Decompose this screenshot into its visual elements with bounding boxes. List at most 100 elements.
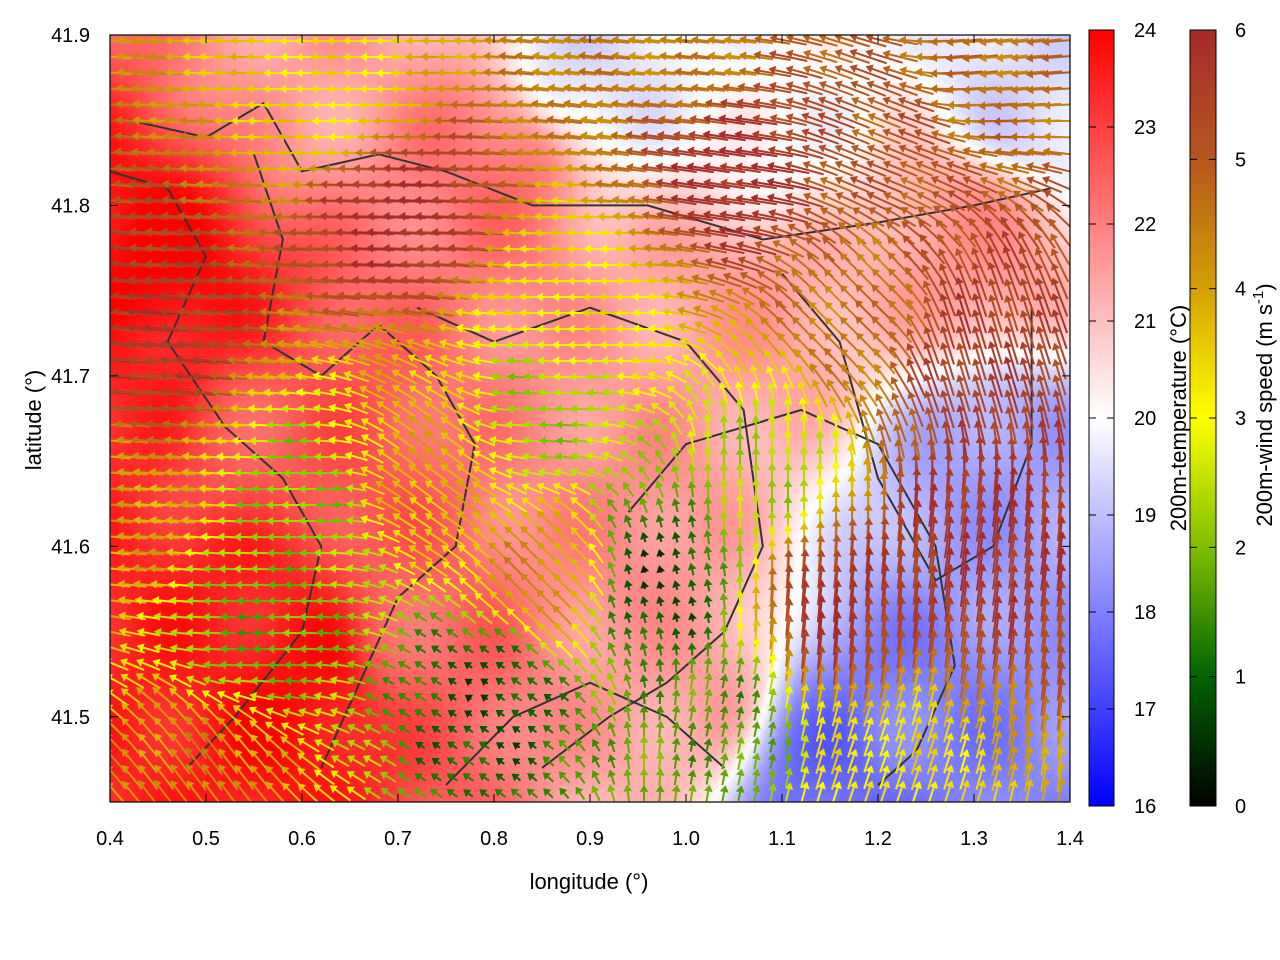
terrain-contour <box>627 408 956 786</box>
plot-area <box>109 34 1071 803</box>
wind-arrow <box>897 128 935 146</box>
wind-arrow <box>768 65 808 79</box>
colorbar-tick-label: 6 <box>1235 20 1246 42</box>
colorbar-tick-label: 18 <box>1134 602 1156 624</box>
wind-arrow <box>672 130 712 141</box>
colorbar-tick-label: 20 <box>1134 408 1156 430</box>
wind-arrow <box>128 179 168 189</box>
wind-vectors <box>110 35 1070 802</box>
wind-arrow <box>768 81 808 95</box>
wind-arrow <box>702 130 746 142</box>
wind-arrow <box>930 129 966 143</box>
wind-arrow <box>849 48 888 65</box>
wind-arrow <box>801 128 840 145</box>
wind-arrow <box>882 144 918 161</box>
x-tick-label: 1.4 <box>1056 828 1084 850</box>
wind-arrow <box>930 145 966 160</box>
y-tick-label: 41.5 <box>51 707 90 729</box>
wind-arrow <box>735 98 777 110</box>
x-tick-label: 0.4 <box>96 828 124 850</box>
wind-arrow <box>946 175 983 195</box>
wind-arrow <box>899 160 934 177</box>
wind-arrow <box>686 178 730 190</box>
wind-colorbar: 0 1 2 3 4 5 6 200m-wind speed (m s-1) <box>1189 20 1277 818</box>
wind-arrow <box>703 114 746 126</box>
wind-arrow <box>849 64 887 81</box>
wind-arrow <box>866 144 902 161</box>
wind-arrow <box>819 65 854 80</box>
wind-arrow <box>802 160 838 177</box>
wind-arrow <box>735 162 778 174</box>
wind-arrow <box>718 146 762 158</box>
wind-arrow <box>1043 132 1070 142</box>
wind-arrow <box>882 128 918 145</box>
wind-arrow <box>930 160 966 177</box>
wind-arrow <box>767 145 809 159</box>
terrain-contour <box>253 153 476 769</box>
x-axis-title: longitude (°) <box>530 869 649 894</box>
wind-arrow <box>686 162 730 174</box>
wind-arrow <box>834 49 870 64</box>
wind-arrow <box>834 64 870 81</box>
colorbar-tick-label: 3 <box>1235 408 1246 430</box>
wind-arrow <box>1041 161 1070 173</box>
wind-colorbar-title: 200m-wind speed (m s-1) <box>1250 283 1277 526</box>
wind-arrow <box>687 130 729 141</box>
wind-arrow <box>702 146 746 158</box>
wind-arrow <box>851 112 885 129</box>
x-tick-label: 0.7 <box>384 828 412 850</box>
colorbar-tick-label: 21 <box>1134 311 1156 333</box>
wind-arrow <box>913 112 951 128</box>
wind-arrow <box>769 97 807 111</box>
wind-arrow <box>655 178 697 190</box>
wind-arrow <box>719 98 761 109</box>
wind-arrow <box>656 130 696 141</box>
wind-arrow <box>851 128 885 145</box>
wind-arrow <box>785 113 823 128</box>
wind-arrow <box>897 112 935 130</box>
x-tick-label: 1.2 <box>864 828 892 850</box>
wind-arrow <box>978 161 1014 175</box>
temperature-colorbar-title: 200m-temperature (°C) <box>1166 305 1191 531</box>
colorbar-tick-label: 17 <box>1134 699 1156 721</box>
wind-arrow <box>818 144 855 161</box>
colorbar-tick-label: 24 <box>1134 20 1156 42</box>
wind-arrow <box>819 176 853 193</box>
wind-arrow <box>785 129 823 144</box>
wind-arrow <box>768 50 808 62</box>
temperature-heatmap <box>110 35 1070 802</box>
wind-arrow <box>785 35 823 47</box>
x-tick-label: 1.1 <box>768 828 796 850</box>
wind-arrow <box>801 144 839 161</box>
wind-arrow <box>866 80 903 97</box>
wind-arrow <box>113 179 151 189</box>
wind-arrow <box>785 49 823 63</box>
wind-arrow <box>1043 116 1070 126</box>
wind-arrow <box>996 177 1029 193</box>
wind-arrow <box>750 162 794 174</box>
wind-arrow <box>769 114 807 127</box>
wind-arrow <box>913 128 951 145</box>
wind-arrow <box>819 160 854 177</box>
x-tick-label: 0.6 <box>288 828 316 850</box>
x-tick-label: 1.3 <box>960 828 988 850</box>
wind-arrow <box>686 146 730 158</box>
wind-arrow <box>915 176 949 194</box>
y-tick-label: 41.6 <box>51 536 90 558</box>
wind-arrow <box>801 112 840 129</box>
wind-arrow <box>655 146 697 157</box>
wind-title-main: 200m-wind speed (m s <box>1252 304 1277 527</box>
wind-arrow <box>1042 37 1070 47</box>
wind-arrow <box>834 176 870 194</box>
wind-arrow <box>802 65 838 80</box>
colorbar-tick-label: 5 <box>1235 149 1246 171</box>
y-tick-label: 41.9 <box>51 25 90 47</box>
wind-arrow <box>817 128 855 146</box>
colorbar-tick-label: 23 <box>1134 117 1156 139</box>
wind-arrow <box>533 179 563 189</box>
wind-arrow <box>751 130 793 142</box>
wind-arrow <box>766 177 810 191</box>
wind-arrow <box>850 160 887 178</box>
wind-arrow <box>851 96 886 113</box>
wind-arrow <box>867 128 901 145</box>
